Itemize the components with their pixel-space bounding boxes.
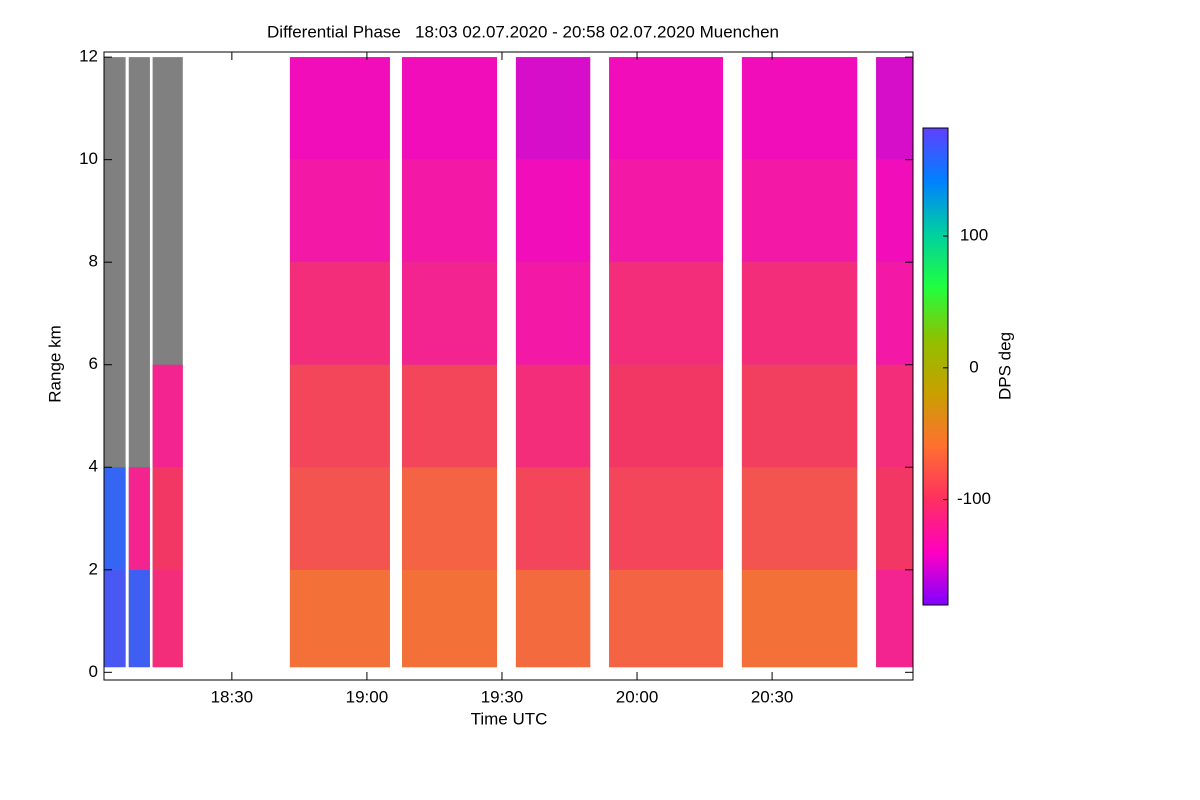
colorbar-label: DPS deg <box>995 332 1014 400</box>
y-axis-label: Range km <box>45 325 64 402</box>
heat-cell <box>289 364 390 468</box>
heat-cell <box>609 262 724 365</box>
heat-cell <box>876 159 913 263</box>
heat-cell <box>289 159 390 263</box>
x-tick-label: 19:30 <box>481 687 524 706</box>
x-tick-label: 20:00 <box>616 687 659 706</box>
heat-cell <box>515 467 591 570</box>
heat-cell <box>515 57 591 160</box>
colorbar <box>922 127 949 606</box>
y-tick-label: 8 <box>89 252 98 271</box>
heat-cell <box>609 467 724 570</box>
heat-cell <box>402 262 498 365</box>
heat-cell <box>876 364 913 468</box>
heat-cell <box>741 262 858 365</box>
x-tick-label: 18:30 <box>211 687 254 706</box>
heat-cell <box>289 467 390 570</box>
heat-cell <box>289 569 390 668</box>
heat-cell <box>876 57 913 160</box>
heat-cell <box>128 467 150 570</box>
heat-cell <box>876 262 913 365</box>
heat-cell <box>402 364 498 468</box>
colorbar-tick-label: -100 <box>957 489 991 508</box>
heat-cell <box>289 57 390 160</box>
heat-cell <box>402 467 498 570</box>
heat-cell <box>128 569 150 668</box>
heat-cell <box>741 569 858 668</box>
heat-cell <box>402 159 498 263</box>
chart-title: Differential Phase 18:03 02.07.2020 - 20… <box>267 22 779 41</box>
heat-cell <box>609 57 724 160</box>
y-tick-label: 12 <box>79 47 98 66</box>
heat-cell <box>515 364 591 468</box>
heat-cell <box>876 569 913 668</box>
y-tick-label: 4 <box>89 457 98 476</box>
colorbar-tick-label: 100 <box>960 226 988 245</box>
x-axis-label: Time UTC <box>471 709 548 728</box>
heat-cell <box>152 364 183 468</box>
heat-cell <box>741 57 858 160</box>
heat-cell <box>402 57 498 160</box>
y-tick-label: 6 <box>89 354 98 373</box>
heat-cell <box>289 262 390 365</box>
heat-cell <box>741 159 858 263</box>
heat-cell <box>741 364 858 468</box>
heat-cell <box>741 467 858 570</box>
plot-frame <box>103 51 914 681</box>
y-tick-label: 2 <box>89 559 98 578</box>
heat-cell <box>402 569 498 668</box>
heat-cell <box>609 364 724 468</box>
heat-cell <box>609 569 724 668</box>
heat-cell <box>152 467 183 570</box>
heat-cell <box>876 467 913 570</box>
y-tick-label: 10 <box>79 149 98 168</box>
y-tick-label: 0 <box>89 662 98 681</box>
heat-cell <box>515 262 591 365</box>
heat-cell <box>104 569 126 668</box>
x-tick-label: 19:00 <box>346 687 389 706</box>
heat-cell <box>152 569 183 668</box>
colorbar-tick-label: 0 <box>969 357 978 376</box>
heat-cell <box>104 467 126 570</box>
x-tick-label: 20:30 <box>751 687 794 706</box>
heat-cell <box>515 159 591 263</box>
heat-cell <box>515 569 591 668</box>
heat-cell <box>609 159 724 263</box>
